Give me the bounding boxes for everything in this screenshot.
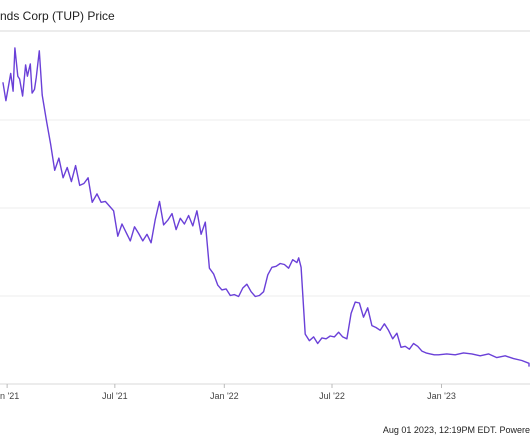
x-tick-label: Jan '23 [427, 391, 456, 401]
chart-footer-note: Aug 01 2023, 12:19PM EDT. Powere [382, 425, 530, 435]
x-tick-label: Jan '22 [210, 391, 239, 401]
x-tick-label: an '21 [0, 391, 19, 401]
x-tick-label: Jul '21 [102, 391, 128, 401]
chart-title: nds Corp (TUP) Price [0, 9, 115, 23]
x-tick-label: Jul '22 [319, 391, 345, 401]
price-series-line [2, 47, 530, 367]
grid-lines [0, 30, 530, 385]
